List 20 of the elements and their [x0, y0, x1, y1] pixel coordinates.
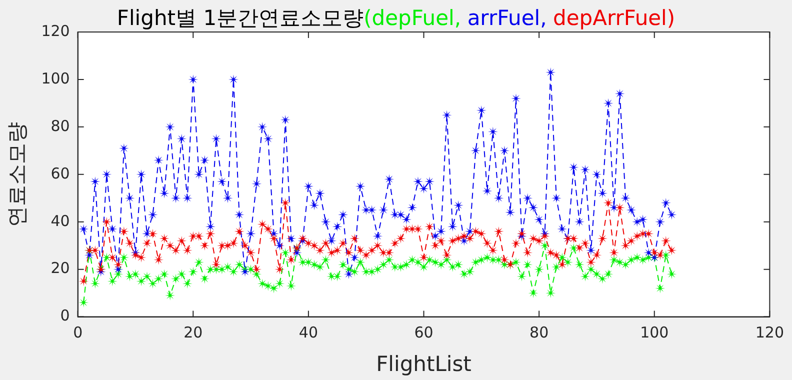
- x-tick-label: 60: [414, 324, 434, 342]
- y-tick-label: 40: [50, 212, 70, 230]
- x-tick-label: 20: [184, 324, 203, 342]
- x-tick-label: 0: [73, 324, 83, 342]
- text: depArrFuel): [553, 6, 676, 30]
- series-label: arrFuel,: [467, 6, 547, 30]
- y-tick-label: 20: [50, 259, 70, 278]
- x-tick-label: 120: [755, 324, 784, 342]
- x-tick-label: 80: [530, 324, 549, 342]
- y-tick-label: 60: [50, 164, 70, 182]
- y-tick-label: 100: [41, 69, 70, 88]
- y-axis-title: 연료소모량: [5, 122, 30, 227]
- y-tick-label: 120: [41, 22, 70, 40]
- y-tick-label: 80: [50, 116, 70, 135]
- x-tick-label: 40: [298, 324, 318, 342]
- text: (depFuel,: [364, 6, 462, 30]
- x-tick-label: 100: [640, 324, 669, 342]
- y-tick-label: 0: [60, 306, 70, 325]
- chart-title: Flight별 1분간연료소모량: [116, 6, 364, 30]
- x-axis-title: FlightList: [376, 352, 472, 376]
